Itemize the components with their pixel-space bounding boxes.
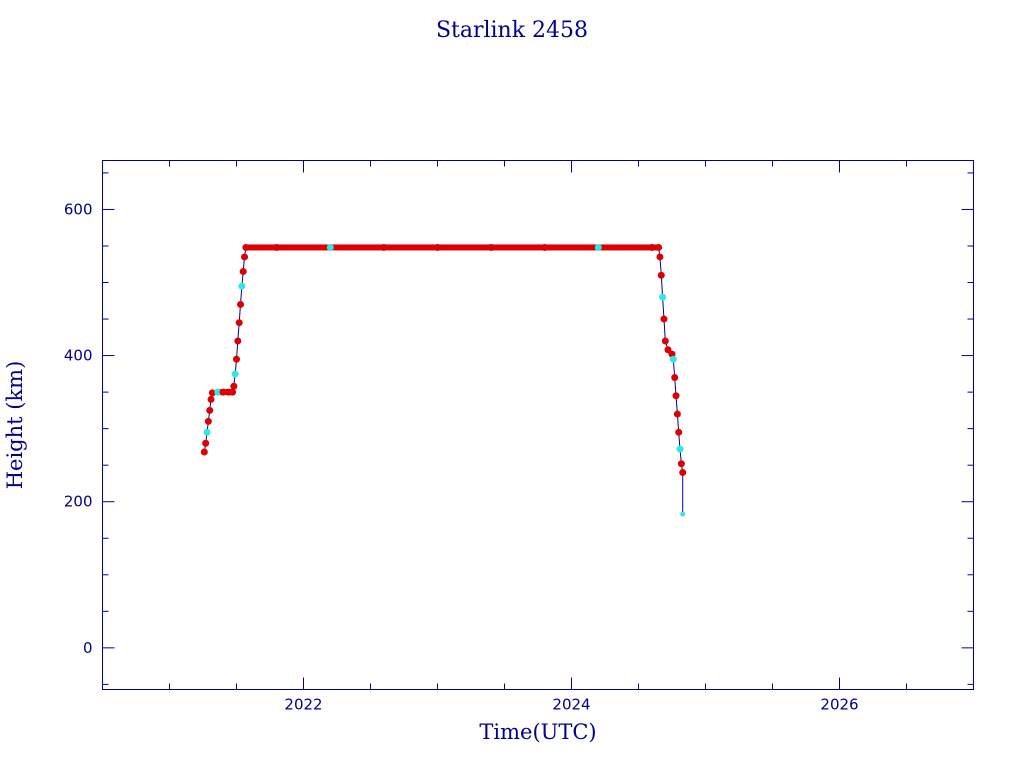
plot-frame (102, 160, 974, 690)
data-point (206, 406, 214, 414)
y-tick-label: 600 (64, 200, 93, 218)
data-point (679, 468, 687, 476)
data-point (380, 243, 388, 251)
plateau-band (245, 244, 659, 251)
x-tick-label: 2026 (820, 696, 858, 714)
data-point (239, 268, 247, 276)
data-point (230, 382, 238, 390)
x-axis-label: Time(UTC) (479, 720, 596, 744)
y-tick-label: 200 (64, 493, 93, 511)
data-point (434, 243, 441, 251)
x-tick-label: 2024 (552, 696, 590, 714)
data-point (228, 388, 236, 396)
data-point (676, 445, 684, 453)
chart-title: Starlink 2458 (436, 18, 588, 43)
data-point (241, 253, 249, 261)
data-point (234, 337, 242, 345)
data-point (233, 355, 240, 363)
data-point (238, 282, 246, 290)
data-point (204, 417, 212, 425)
y-axis-label: Height (km) (3, 361, 27, 490)
data-point (659, 293, 667, 301)
data-point (487, 243, 495, 251)
data-point (648, 243, 656, 251)
data-point (671, 374, 679, 382)
data-point (669, 355, 677, 363)
data-point (661, 337, 669, 345)
data-series (200, 243, 687, 517)
data-point (214, 388, 222, 396)
x-tick-label: 2022 (284, 696, 322, 714)
axis-tick-labels: 2022 2024 2026 0 200 400 600 (64, 200, 859, 713)
y-tick-label: 400 (64, 347, 93, 365)
data-point (541, 243, 549, 251)
data-point (657, 271, 665, 279)
axis-ticks (102, 160, 974, 690)
y-tick-label: 0 (83, 639, 93, 657)
data-point (237, 300, 245, 308)
data-point (672, 392, 680, 400)
data-point (202, 439, 210, 447)
data-point (594, 243, 602, 251)
data-point (660, 315, 668, 323)
data-point (326, 243, 334, 251)
data-point (231, 370, 239, 378)
data-point (673, 410, 681, 418)
data-point (242, 243, 250, 251)
data-point (273, 243, 281, 251)
data-point (208, 389, 216, 397)
data-point (677, 460, 685, 468)
series-line (203, 246, 684, 515)
data-point (235, 319, 243, 327)
data-point (675, 428, 683, 436)
data-point (207, 395, 215, 403)
data-point (203, 428, 211, 436)
data-point (656, 253, 664, 261)
data-point (680, 511, 686, 517)
data-point (655, 243, 663, 251)
data-point (219, 388, 227, 396)
data-point (200, 448, 208, 456)
